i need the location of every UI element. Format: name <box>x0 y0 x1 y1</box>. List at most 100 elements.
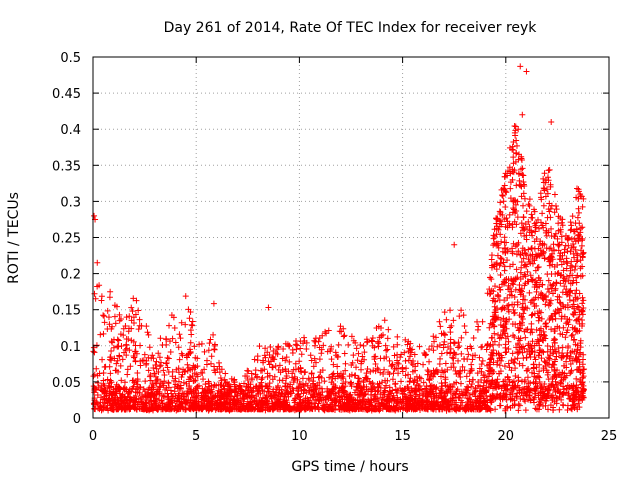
data-point <box>185 306 192 313</box>
data-point <box>499 192 506 199</box>
data-point <box>480 398 487 405</box>
data-point <box>292 360 299 367</box>
data-point <box>545 361 552 368</box>
data-point <box>551 191 558 198</box>
data-point <box>558 271 565 278</box>
data-point <box>548 394 555 401</box>
data-point <box>280 398 287 405</box>
data-point <box>497 272 504 279</box>
data-point <box>493 266 500 273</box>
data-point <box>577 265 584 272</box>
data-point <box>104 376 111 383</box>
data-point <box>554 293 561 300</box>
data-point <box>548 225 555 232</box>
data-point <box>349 399 356 406</box>
data-point <box>152 362 159 369</box>
data-point <box>447 329 454 336</box>
y-tick-label: 0.35 <box>52 159 81 174</box>
data-point <box>165 384 172 391</box>
data-point <box>573 258 580 265</box>
data-point <box>435 368 442 375</box>
data-point <box>165 402 172 409</box>
data-point <box>108 347 115 354</box>
data-point <box>375 384 382 391</box>
data-point <box>554 241 561 248</box>
data-point <box>560 277 567 284</box>
data-point <box>541 381 548 388</box>
data-point <box>522 334 529 341</box>
data-point <box>519 165 526 172</box>
data-point <box>561 249 568 256</box>
data-point <box>354 397 361 404</box>
data-point <box>297 384 304 391</box>
data-point <box>481 374 488 381</box>
data-point <box>383 382 390 389</box>
data-point <box>167 348 174 355</box>
data-point <box>556 309 563 316</box>
data-point <box>497 286 504 293</box>
data-point <box>529 329 536 336</box>
data-point <box>126 347 133 354</box>
data-point <box>551 328 558 335</box>
data-point <box>217 374 224 381</box>
data-point <box>110 407 117 414</box>
data-point <box>497 322 504 329</box>
data-point <box>503 349 510 356</box>
data-point <box>544 214 551 221</box>
data-point <box>292 399 299 406</box>
data-point <box>547 300 554 307</box>
data-point <box>117 362 124 369</box>
data-point <box>469 404 476 411</box>
x-tick-label: 5 <box>192 429 200 444</box>
data-point <box>295 385 302 392</box>
data-point <box>163 360 170 367</box>
data-point <box>559 391 566 398</box>
data-point <box>546 288 553 295</box>
data-point <box>189 322 196 329</box>
data-point <box>450 355 457 362</box>
data-point <box>320 342 327 349</box>
data-point <box>394 359 401 366</box>
data-point <box>559 344 566 351</box>
data-point <box>150 355 157 362</box>
data-point <box>545 406 552 413</box>
data-point <box>270 353 277 360</box>
data-point <box>450 349 457 356</box>
data-point <box>106 356 113 363</box>
data-point <box>501 363 508 370</box>
data-point <box>572 238 579 245</box>
data-point <box>535 264 542 271</box>
data-point <box>101 396 108 403</box>
data-point <box>302 368 309 375</box>
data-point <box>123 314 130 321</box>
data-point <box>521 385 528 392</box>
data-point <box>463 373 470 380</box>
data-point <box>133 297 140 304</box>
data-point <box>543 393 550 400</box>
data-point <box>439 406 446 413</box>
data-point <box>262 345 269 352</box>
data-point <box>515 156 522 163</box>
data-point <box>499 192 506 199</box>
data-point <box>414 403 421 410</box>
data-point <box>485 373 492 380</box>
data-point <box>397 396 404 403</box>
data-point <box>269 376 276 383</box>
data-point <box>201 366 208 373</box>
data-point <box>148 401 155 408</box>
data-point <box>456 390 463 397</box>
data-point <box>537 309 544 316</box>
data-point <box>145 331 152 338</box>
data-point <box>456 313 463 320</box>
data-point <box>529 232 536 239</box>
data-point <box>527 342 534 349</box>
data-point <box>334 363 341 370</box>
data-point <box>213 382 220 389</box>
data-point <box>492 316 499 323</box>
data-point <box>336 385 343 392</box>
data-point <box>294 376 301 383</box>
data-point <box>572 290 579 297</box>
data-point <box>506 391 513 398</box>
data-point <box>506 376 513 383</box>
data-point <box>462 329 469 336</box>
